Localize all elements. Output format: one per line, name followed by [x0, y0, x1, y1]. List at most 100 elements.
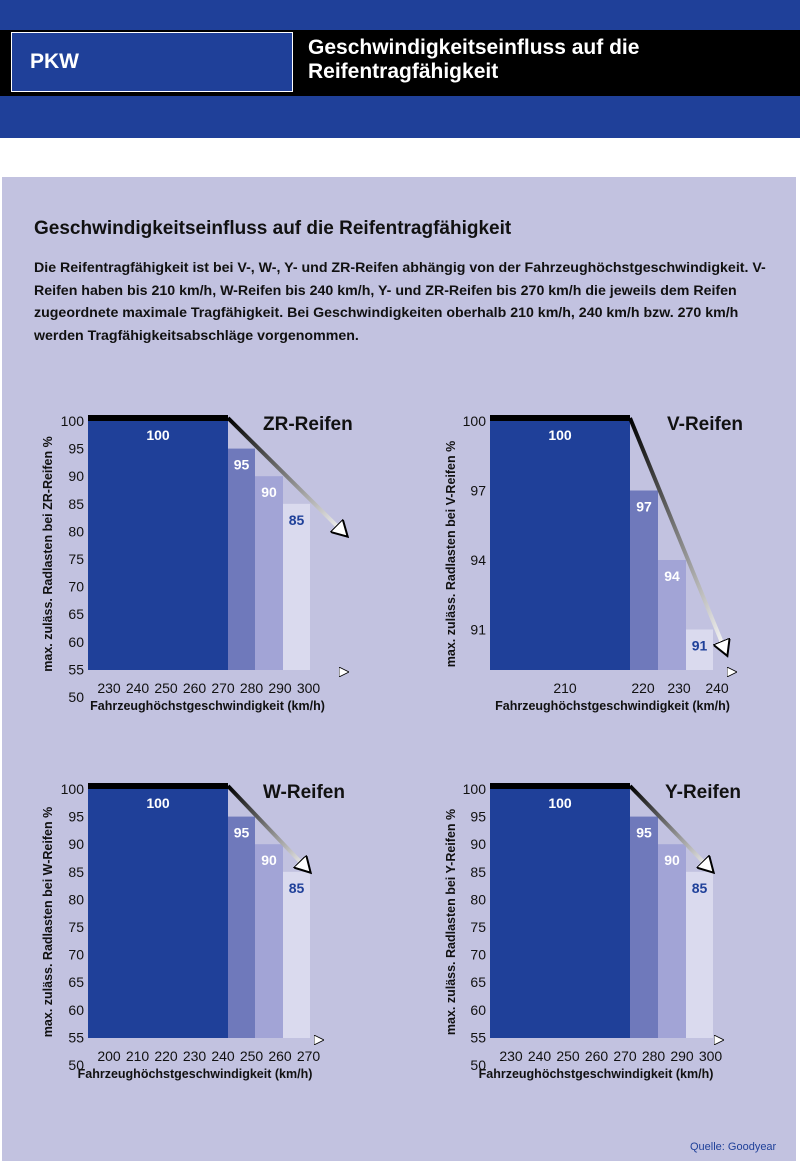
zr-reifen-x-tick: 240 [126, 680, 150, 696]
zr-reifen-top-band [88, 415, 228, 421]
y-reifen-bar [686, 871, 713, 1038]
y-reifen-data-label: 95 [636, 825, 652, 841]
zr-reifen-y-tick: 95 [68, 441, 84, 457]
header-bar: PKW Geschwindigkeitseinfluss auf die Rei… [0, 0, 800, 138]
y-reifen-y-axis-label: max. zuläss. Radlasten bei Y-Reifen % [444, 809, 458, 1035]
y-reifen-y-tick: 55 [470, 1029, 486, 1045]
zr-reifen-y-tick: 55 [68, 661, 84, 677]
zr-reifen-bar [228, 448, 255, 670]
w-reifen-x-tick: 270 [297, 1048, 321, 1064]
v-reifen-y-tick: 100 [463, 413, 487, 429]
v-reifen-data-label: 97 [636, 499, 652, 515]
w-reifen-bar [88, 789, 228, 1038]
y-reifen-y-tick: 70 [470, 947, 486, 963]
y-reifen-x-tick: 300 [699, 1048, 723, 1064]
zr-reifen-x-tick: 250 [154, 680, 178, 696]
zr-reifen-y-tick: 80 [68, 523, 84, 539]
w-reifen-x-tick: 220 [154, 1048, 178, 1064]
source-note: Quelle: Goodyear [690, 1141, 777, 1153]
w-reifen-data-label: 90 [261, 852, 277, 868]
w-reifen-y-tick: 95 [68, 809, 84, 825]
w-reifen-x-tick: 200 [97, 1048, 121, 1064]
w-reifen-top-band [88, 783, 228, 789]
w-reifen-y-tick: 90 [68, 836, 84, 852]
v-reifen-x-tick: 210 [553, 680, 577, 696]
zr-reifen-x-tick: 270 [211, 680, 235, 696]
zr-reifen-y-tick: 50 [68, 689, 84, 705]
y-reifen-data-label: 100 [548, 795, 572, 811]
w-reifen-data-label: 85 [289, 880, 305, 896]
v-reifen-y-tick: 97 [470, 483, 486, 499]
v-reifen-y-axis-label: max. zuläss. Radlasten bei V-Reifen % [444, 441, 458, 667]
y-reifen-top-band [490, 783, 630, 789]
zr-reifen-x-tick: 280 [240, 680, 264, 696]
category-label: PKW [30, 50, 79, 73]
zr-reifen-data-label: 100 [146, 427, 170, 443]
y-reifen-data-label: 90 [664, 852, 680, 868]
v-reifen-x-axis-label: Fahrzeughöchstgeschwindigkeit (km/h) [495, 699, 730, 713]
w-reifen-y-axis-label: max. zuläss. Radlasten bei W-Reifen % [41, 807, 55, 1037]
y-reifen-x-tick: 240 [528, 1048, 552, 1064]
v-reifen-x-tick: 220 [631, 680, 655, 696]
zr-reifen-x-axis-label: Fahrzeughöchstgeschwindigkeit (km/h) [90, 699, 325, 713]
v-reifen-data-label: 94 [664, 568, 680, 584]
zr-reifen-x-tick: 300 [297, 680, 321, 696]
w-reifen-y-tick: 80 [68, 891, 84, 907]
v-reifen-x-tick: 230 [667, 680, 691, 696]
y-reifen-x-axis-label: Fahrzeughöchstgeschwindigkeit (km/h) [479, 1067, 714, 1081]
zr-reifen-trend-arrow [226, 416, 347, 536]
w-reifen-x-tick: 260 [268, 1048, 292, 1064]
v-reifen-y-tick: 94 [470, 552, 486, 568]
v-reifen-trend-arrow [628, 417, 727, 655]
v-reifen-bar [490, 421, 630, 670]
zr-reifen-y-tick: 100 [61, 413, 85, 429]
y-reifen-x-tick: 280 [642, 1048, 666, 1064]
w-reifen-trend-arrow [226, 784, 310, 872]
zr-reifen-bar [255, 476, 283, 670]
v-reifen-data-label: 91 [692, 638, 708, 654]
y-reifen-y-tick: 100 [463, 781, 487, 797]
v-reifen-bar [686, 629, 713, 670]
zr-reifen-chart-title: ZR-Reifen [263, 414, 353, 435]
w-reifen-bar [228, 816, 255, 1038]
w-reifen-y-tick: 60 [68, 1002, 84, 1018]
y-reifen-x-tick: 230 [499, 1048, 523, 1064]
y-reifen-x-tick: 260 [585, 1048, 609, 1064]
w-reifen-y-tick: 75 [68, 919, 84, 935]
zr-reifen-y-tick: 60 [68, 634, 84, 650]
intro-text: Die Reifentragfähigkeit ist bei V-, W-, … [34, 260, 766, 344]
y-reifen-y-tick: 75 [470, 919, 486, 935]
y-reifen-y-tick: 85 [470, 864, 486, 880]
w-reifen-x-tick: 250 [240, 1048, 264, 1064]
y-reifen-y-tick: 95 [470, 809, 486, 825]
w-reifen-y-tick: 100 [61, 781, 85, 797]
w-reifen-x-tick: 240 [211, 1048, 235, 1064]
y-reifen-x-tick: 270 [613, 1048, 637, 1064]
y-reifen-trend-arrow [628, 784, 713, 872]
w-reifen-y-tick: 50 [68, 1057, 84, 1073]
y-reifen-y-tick: 80 [470, 891, 486, 907]
y-reifen-y-tick: 90 [470, 836, 486, 852]
w-reifen-y-tick: 55 [68, 1029, 84, 1045]
w-reifen-y-tick: 70 [68, 947, 84, 963]
v-reifen-bar [630, 490, 658, 670]
y-reifen-x-tick: 250 [556, 1048, 580, 1064]
w-reifen-x-axis-label: Fahrzeughöchstgeschwindigkeit (km/h) [78, 1067, 313, 1081]
zr-reifen-bar [283, 503, 310, 670]
zr-reifen-bar [88, 421, 228, 670]
w-reifen-y-tick: 65 [68, 974, 84, 990]
w-reifen-bar [255, 844, 283, 1038]
zr-reifen-x-tick: 290 [268, 680, 292, 696]
zr-reifen-data-label: 90 [261, 484, 277, 500]
zr-reifen-x-tick: 230 [97, 680, 121, 696]
zr-reifen-x-tick: 260 [183, 680, 207, 696]
y-reifen-y-tick: 50 [470, 1057, 486, 1073]
w-reifen-y-tick: 85 [68, 864, 84, 880]
y-reifen-y-tick: 60 [470, 1002, 486, 1018]
w-reifen-x-tick: 210 [126, 1048, 150, 1064]
y-reifen-bar [630, 816, 658, 1038]
zr-reifen-data-label: 95 [234, 457, 250, 473]
v-reifen-data-label: 100 [548, 427, 572, 443]
category-box: PKW [11, 32, 293, 92]
